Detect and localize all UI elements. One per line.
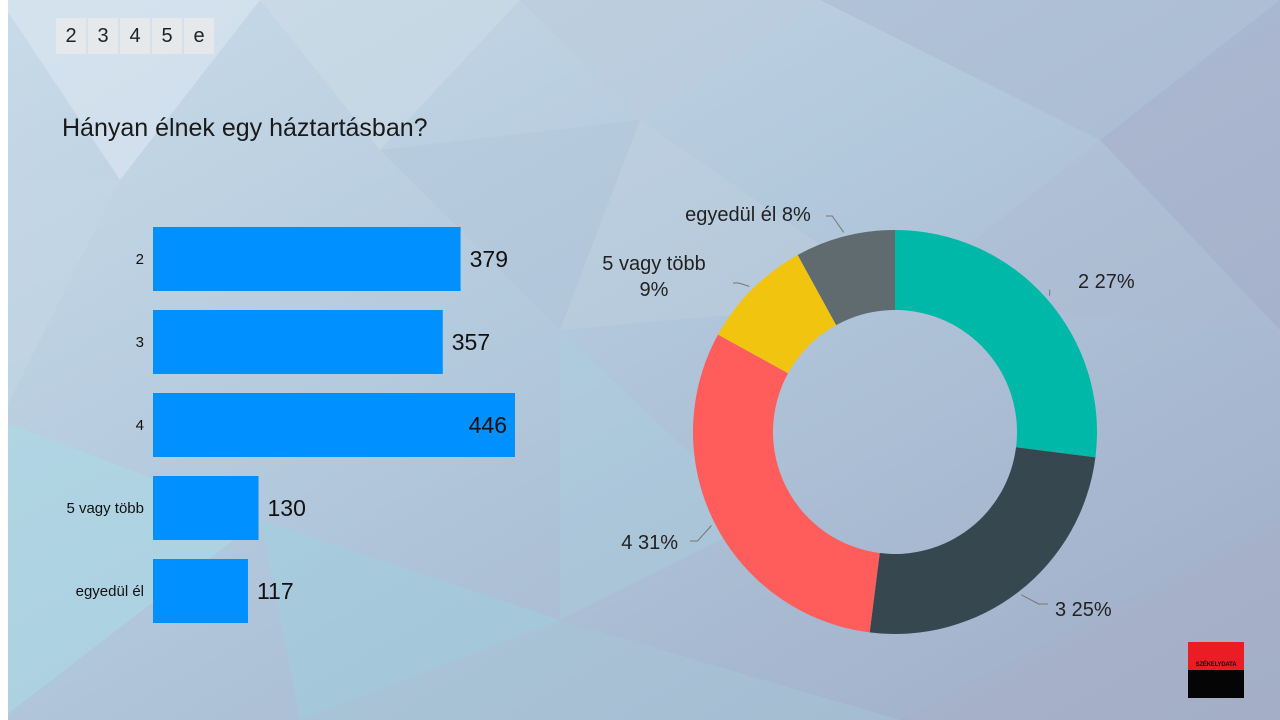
donut-label: 2 27% bbox=[1078, 271, 1135, 293]
bar-category-label: 5 vagy több bbox=[66, 500, 144, 517]
bar-category-label: 3 bbox=[136, 334, 144, 351]
donut-slice-3 bbox=[717, 254, 837, 374]
tab-2[interactable]: 2 bbox=[56, 18, 86, 54]
bar-3 bbox=[153, 476, 259, 540]
bar-4 bbox=[153, 559, 248, 623]
leader-line bbox=[1021, 594, 1048, 605]
bar-value-label: 357 bbox=[452, 329, 490, 355]
bar-1 bbox=[153, 310, 443, 374]
bar-category-label: egyedül él bbox=[76, 583, 144, 600]
page-title: Hányan élnek egy háztartásban? bbox=[62, 114, 428, 142]
logo-top: SZÉKELYDATA bbox=[1188, 642, 1244, 670]
logo-bottom bbox=[1188, 670, 1244, 698]
tab-5[interactable]: 5 bbox=[152, 18, 182, 54]
donut-label: 4 31% bbox=[621, 532, 678, 554]
bar-category-label: 2 bbox=[136, 251, 144, 268]
leader-line bbox=[826, 215, 845, 233]
donut-label: 5 vagy több 9% bbox=[602, 253, 705, 301]
bar-2 bbox=[153, 393, 515, 457]
donut-slice-4 bbox=[797, 230, 895, 326]
donut-label: egyedül él 8% bbox=[685, 204, 811, 226]
donut-slice-0 bbox=[895, 230, 1097, 458]
bar-0 bbox=[153, 227, 461, 291]
leader-line bbox=[690, 525, 712, 542]
bar-category-label: 4 bbox=[136, 417, 144, 434]
bar-value-label: 379 bbox=[470, 246, 508, 272]
leader-line bbox=[733, 282, 750, 287]
tab-e[interactable]: e bbox=[184, 18, 214, 54]
tab-4[interactable]: 4 bbox=[120, 18, 150, 54]
donut-slice-2 bbox=[693, 334, 880, 633]
donut-label: 3 25% bbox=[1055, 599, 1112, 621]
slide-tabs: 2 3 4 5 e bbox=[56, 18, 214, 54]
donut-slice-1 bbox=[869, 447, 1096, 635]
logo-text: SZÉKELYDATA bbox=[1195, 662, 1237, 668]
brand-logo: SZÉKELYDATA bbox=[1188, 642, 1244, 698]
bar-value-label: 117 bbox=[257, 578, 294, 604]
slide-edge bbox=[0, 0, 8, 720]
bar-value-label: 446 bbox=[469, 412, 507, 438]
bar-value-label: 130 bbox=[268, 495, 306, 521]
donut-label-line2: 9% bbox=[640, 279, 669, 301]
donut-label-line1: 5 vagy több bbox=[602, 253, 705, 275]
tab-3[interactable]: 3 bbox=[88, 18, 118, 54]
